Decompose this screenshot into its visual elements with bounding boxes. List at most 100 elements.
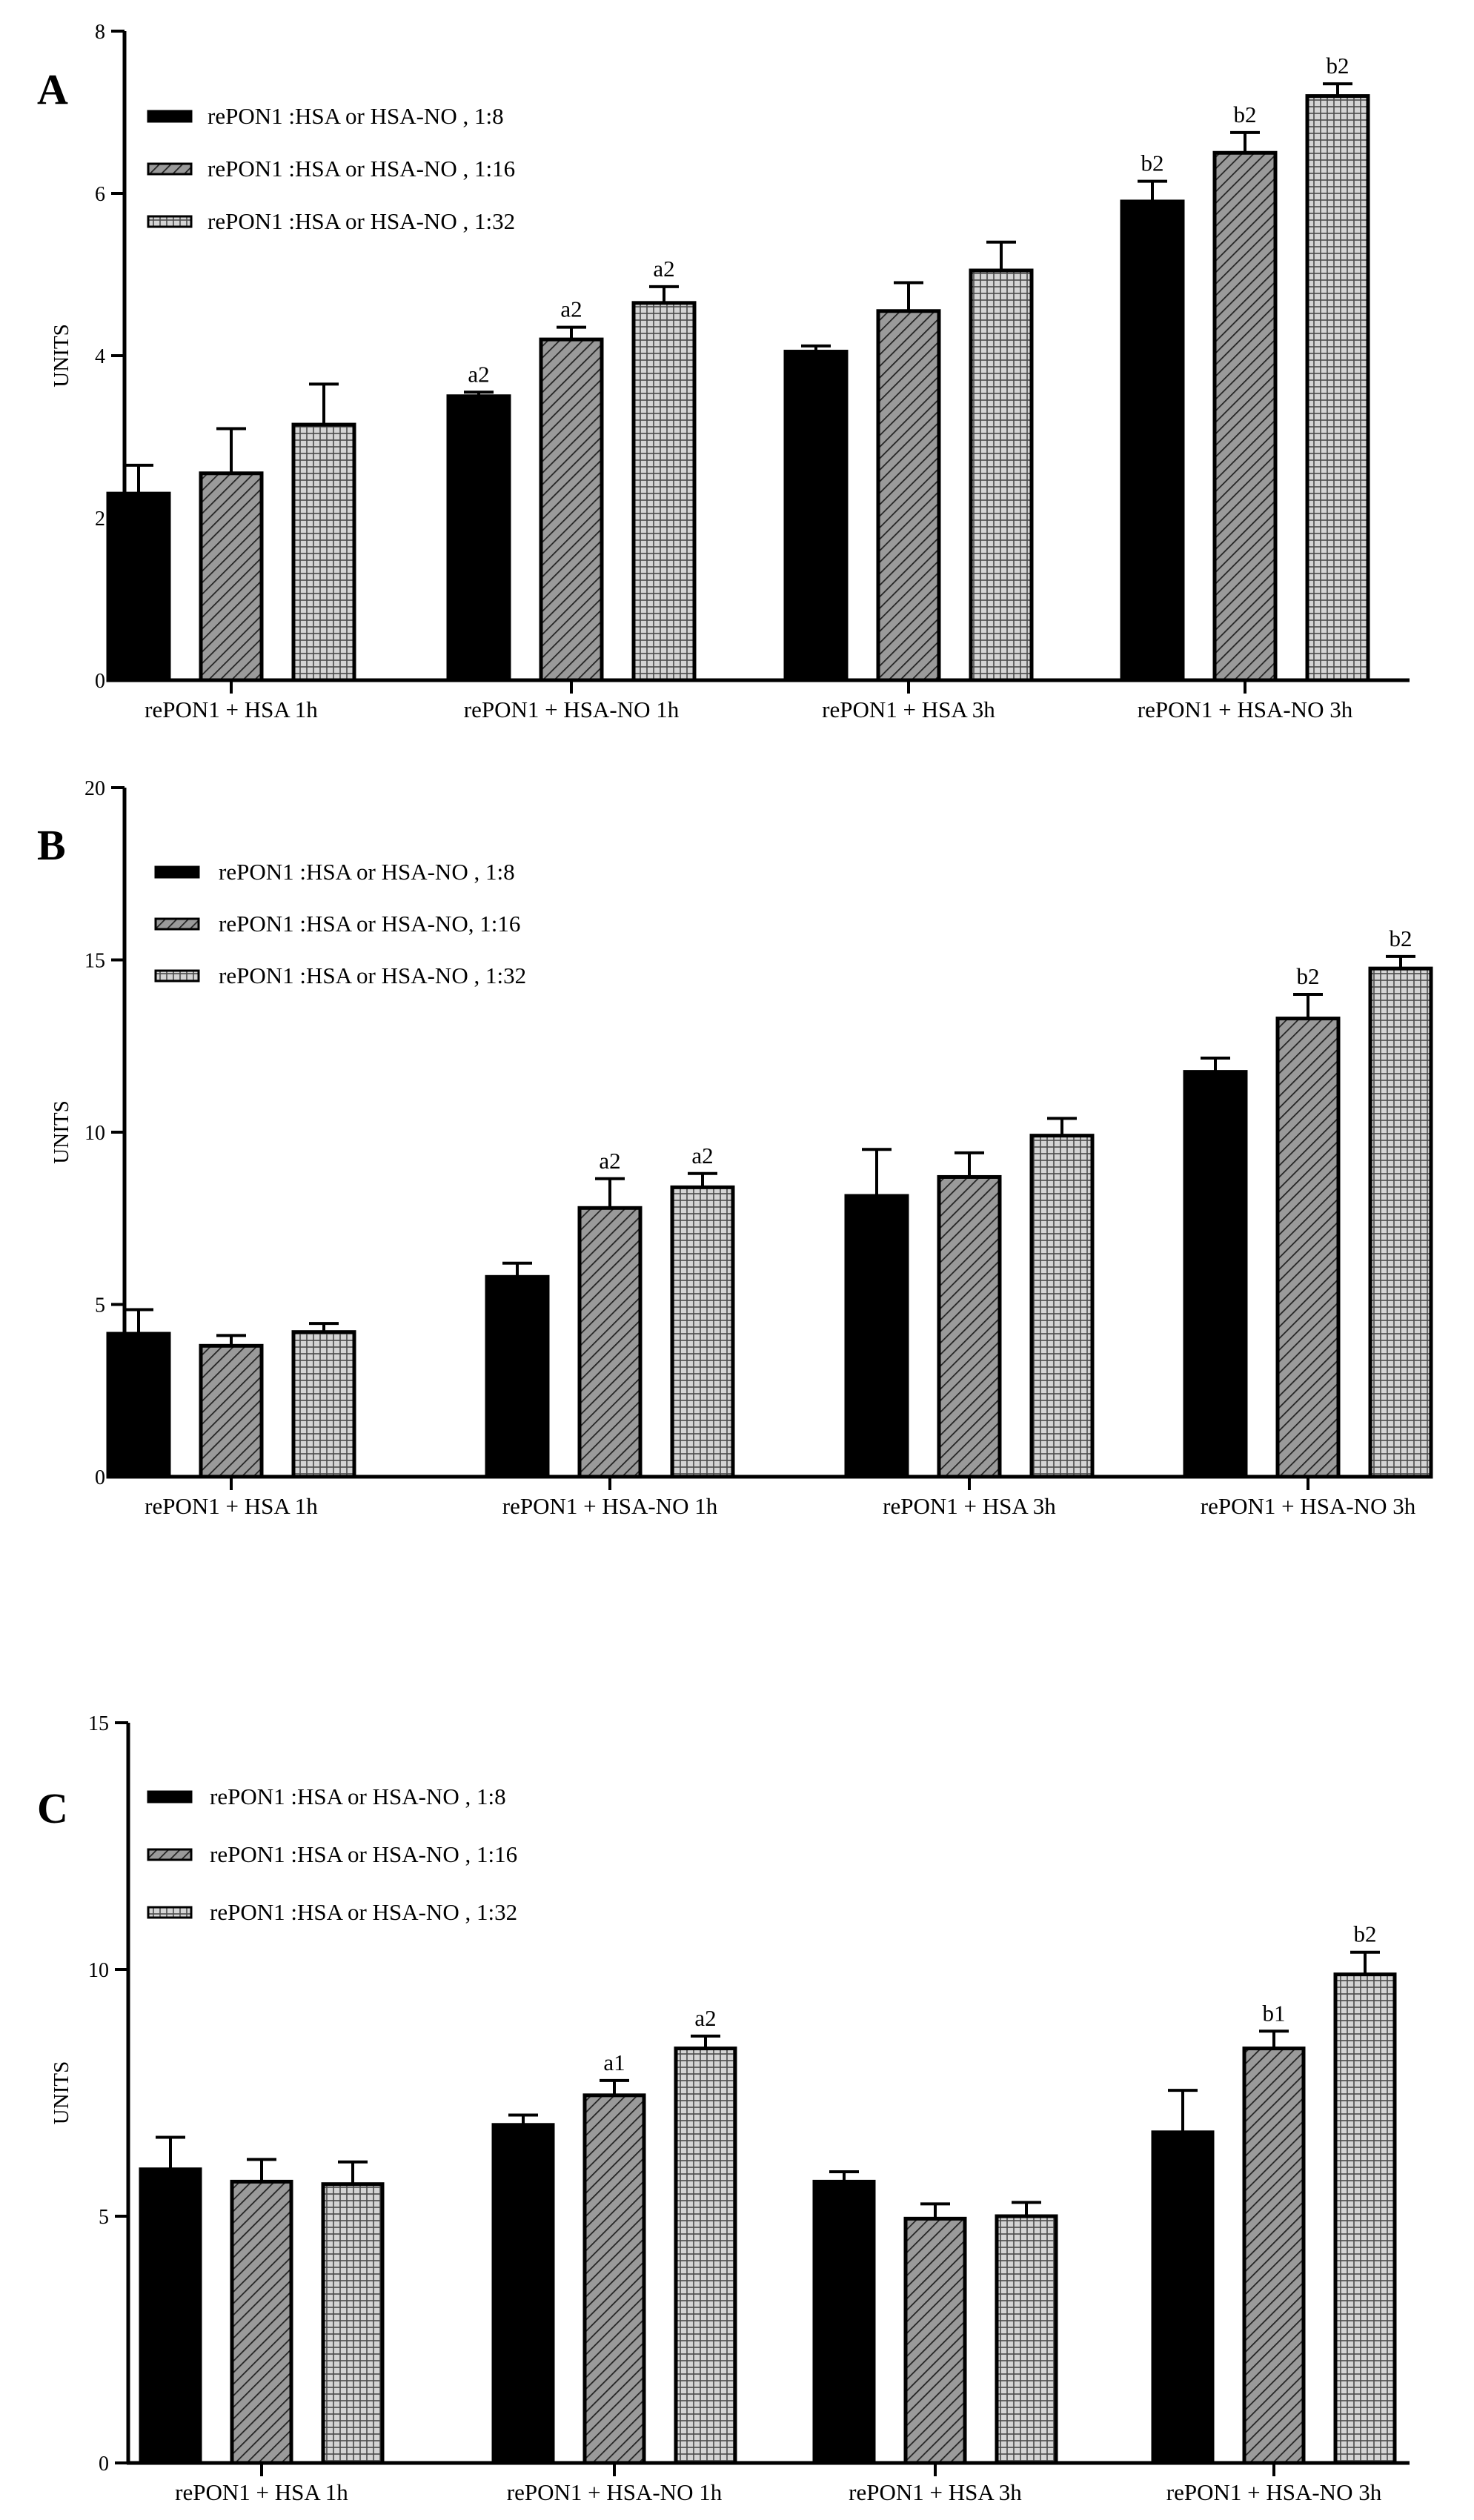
x-tick-label: rePON1 + HSA-NO 3h <box>1201 1493 1416 1519</box>
significance-label: a2 <box>691 1143 713 1168</box>
legend-entry: rePON1 :HSA or HSA-NO , 1:8 <box>208 103 504 129</box>
significance-label: a2 <box>560 296 582 322</box>
legend-swatch <box>147 215 193 228</box>
legend-entry: rePON1 :HSA or HSA-NO , 1:8 <box>219 859 515 885</box>
bar <box>491 2123 555 2465</box>
bar <box>106 1332 171 1479</box>
y-tick-label: 20 <box>84 777 105 800</box>
bar <box>876 309 941 682</box>
bar <box>321 2182 385 2465</box>
significance-label: b2 <box>1141 150 1164 176</box>
x-tick-label: rePON1 + HSA-NO 3h <box>1138 697 1353 722</box>
panel-label: A <box>37 65 68 113</box>
significance-label: b1 <box>1263 2000 1286 2026</box>
y-tick-label: 15 <box>84 950 105 973</box>
bar <box>1368 966 1433 1479</box>
legend-entry: rePON1 :HSA or HSA-NO , 1:16 <box>210 1841 517 1867</box>
legend: rePON1 :HSA or HSA-NO , 1:8 rePON1 :HSA o… <box>154 859 526 988</box>
y-axis-label: UNITS <box>50 1100 73 1163</box>
chart-panel-c: C UNITS a1 b1 a2 b2 0 5 10 15 rePON1 + HSA 1h rePON… <box>37 1712 1410 2505</box>
bar <box>995 2214 1058 2465</box>
bar <box>1305 94 1370 682</box>
legend-swatch <box>147 162 193 176</box>
bar <box>937 1174 1002 1479</box>
x-tick-label: rePON1 + HSA-NO 1h <box>507 2479 723 2505</box>
significance-label: a2 <box>599 1148 620 1174</box>
chart-panel-a: A UNITS a2 b2 a2 b2 a2 b2 0 2 4 6 8 rePON1 + HSA 1h re… <box>37 21 1410 722</box>
x-tick-label: rePON1 + HSA-NO 3h <box>1166 2479 1382 2505</box>
legend-swatch <box>147 1848 193 1861</box>
y-tick-label: 4 <box>95 345 105 368</box>
significance-label: a2 <box>653 256 674 282</box>
y-tick-label: 6 <box>95 183 105 206</box>
y-tick-label: 8 <box>95 21 105 44</box>
bar <box>631 301 697 682</box>
y-axis-label: UNITS <box>50 324 73 387</box>
x-tick-label: rePON1 + HSA 1h <box>145 697 318 722</box>
bar <box>539 337 604 682</box>
x-tick-label: rePON1 + HSA-NO 1h <box>464 697 680 722</box>
bar <box>446 394 511 682</box>
y-tick-label: 5 <box>95 1294 105 1317</box>
x-tick-label: rePON1 + HSA 1h <box>145 1493 318 1519</box>
x-tick-label: rePON1 + HSA 3h <box>883 1493 1056 1519</box>
bar <box>291 1330 356 1479</box>
legend-swatch <box>147 1790 193 1803</box>
legend-swatch <box>154 969 200 983</box>
bar <box>199 1343 264 1479</box>
bar <box>903 2216 967 2465</box>
bar <box>1212 150 1278 682</box>
bar <box>139 2167 202 2465</box>
y-tick-label: 15 <box>88 1712 109 1735</box>
bar <box>844 1194 909 1479</box>
legend-swatch <box>147 110 193 123</box>
bar <box>485 1274 550 1479</box>
bar <box>1275 1017 1341 1479</box>
bar <box>783 350 849 682</box>
significance-label: a2 <box>468 361 489 387</box>
y-tick-label: 0 <box>95 1466 105 1489</box>
bar <box>230 2179 293 2465</box>
bar <box>1120 199 1185 682</box>
bar <box>1029 1134 1095 1479</box>
bar <box>577 1206 643 1479</box>
legend-entry: rePON1 :HSA or HSA-NO , 1:8 <box>210 1783 506 1809</box>
y-tick-label: 10 <box>84 1122 105 1145</box>
y-axis-label: UNITS <box>50 2061 73 2124</box>
y-tick-label: 5 <box>99 2206 109 2229</box>
x-tick-label: rePON1 + HSA-NO 1h <box>502 1493 718 1519</box>
bar <box>1242 2047 1306 2465</box>
significance-label: b2 <box>1234 102 1257 127</box>
significance-label: a2 <box>694 2005 716 2031</box>
bar <box>199 471 264 682</box>
bar <box>969 268 1034 682</box>
legend-swatch <box>147 1906 193 1919</box>
bar <box>291 422 356 682</box>
x-tick-label: rePON1 + HSA 3h <box>822 697 995 722</box>
y-tick-label: 0 <box>95 670 105 693</box>
y-tick-label: 0 <box>99 2453 109 2476</box>
x-tick-label: rePON1 + HSA 1h <box>175 2479 348 2505</box>
legend: rePON1 :HSA or HSA-NO , 1:8 rePON1 :HSA o… <box>147 103 515 234</box>
chart-panel-b: B UNITS a2 b2 a2 b2 0 5 10 15 20 rePON1 + HSA 1h reP… <box>37 777 1433 1519</box>
bar <box>106 491 171 682</box>
x-tick-label: rePON1 + HSA 3h <box>849 2479 1022 2505</box>
y-tick-label: 10 <box>88 1959 109 1982</box>
bar <box>1333 1972 1397 2465</box>
significance-label: b2 <box>1354 1921 1377 1947</box>
legend-entry: rePON1 :HSA or HSA-NO , 1:32 <box>210 1899 517 1925</box>
legend-swatch <box>154 917 200 931</box>
panel-label: B <box>37 821 66 869</box>
bar <box>582 2093 646 2465</box>
significance-label: b2 <box>1390 925 1412 951</box>
bar <box>674 2047 737 2465</box>
significance-label: a1 <box>603 2049 625 2075</box>
panel-label: C <box>37 1784 68 1832</box>
legend: rePON1 :HSA or HSA-NO , 1:8 rePON1 :HSA o… <box>147 1783 517 1925</box>
legend-entry: rePON1 :HSA or HSA-NO, 1:16 <box>219 911 520 937</box>
bar <box>812 2179 876 2465</box>
legend-swatch <box>154 865 200 879</box>
legend-entry: rePON1 :HSA or HSA-NO , 1:32 <box>219 963 526 988</box>
bar <box>1183 1070 1248 1479</box>
